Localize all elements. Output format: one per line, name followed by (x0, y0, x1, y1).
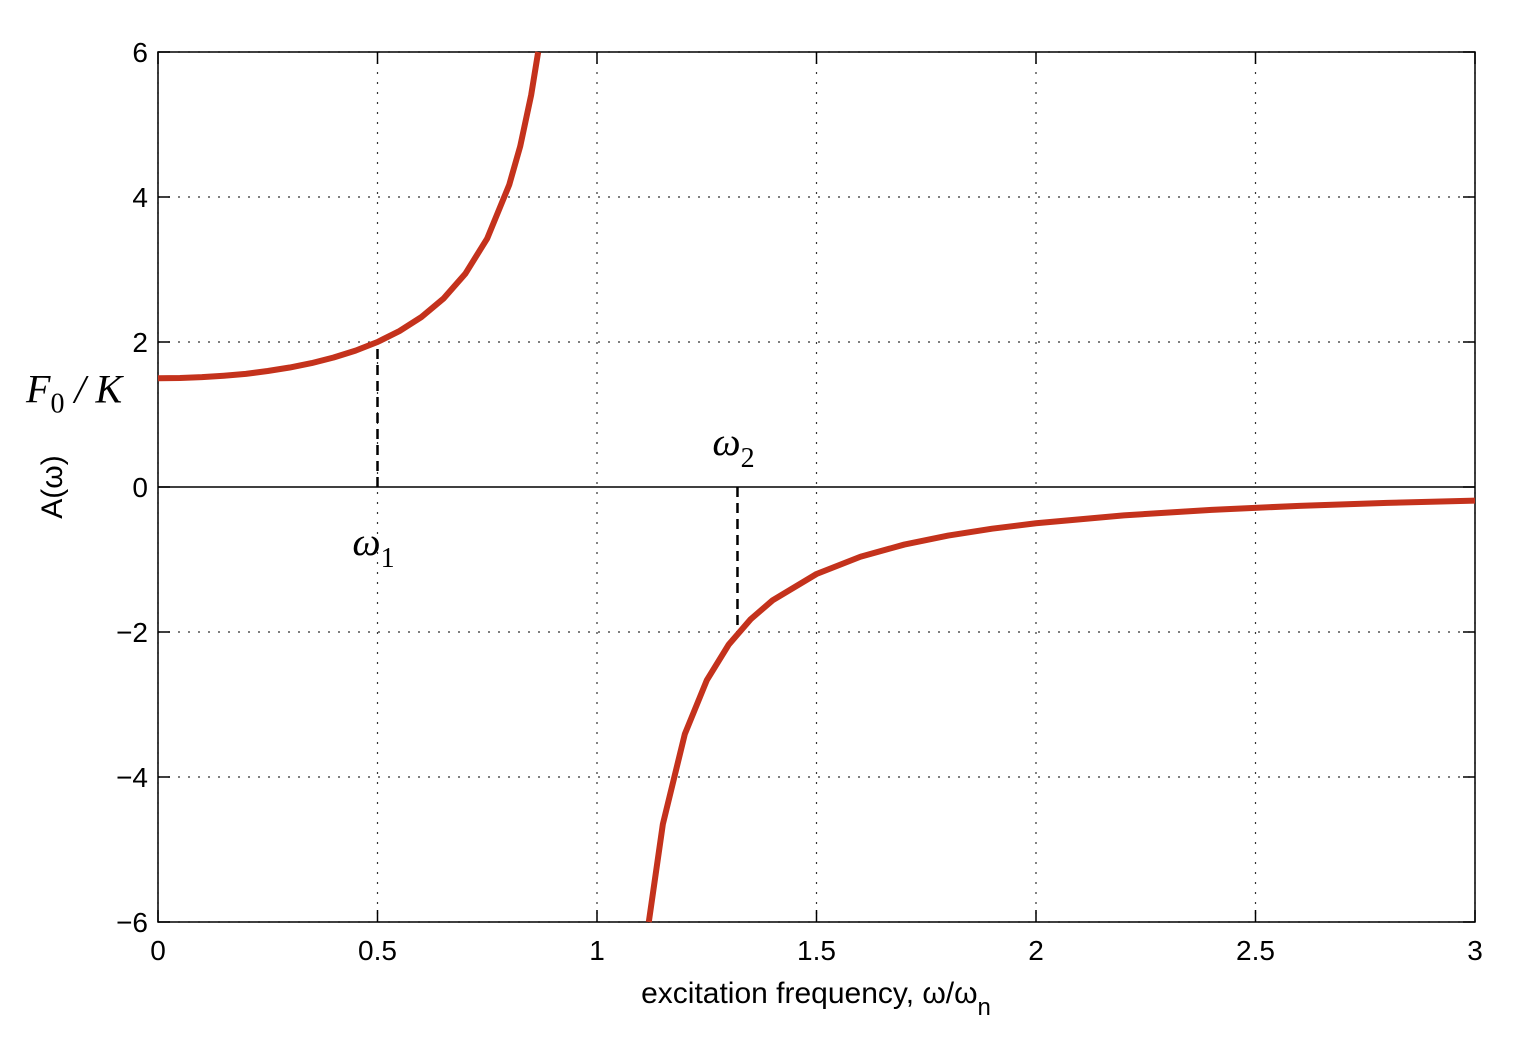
x-tick-label: 1.5 (797, 935, 836, 966)
y-axis-label: A(ω) (36, 455, 69, 518)
x-tick-label: 2.5 (1236, 935, 1275, 966)
x-tick-label: 0 (150, 935, 166, 966)
y-tick-label: 0 (132, 472, 148, 503)
data-line (157, 51, 1476, 923)
plot-frame (157, 51, 1476, 923)
annotation-rest: / K (64, 366, 124, 411)
x-axis-label-text: excitation frequency, ω/ω (641, 977, 977, 1010)
x-tick-label: 0.5 (358, 935, 397, 966)
y-tick-label: 4 (132, 182, 148, 213)
y-tick-label: −4 (116, 762, 148, 793)
y-tick-label: 2 (132, 327, 148, 358)
x-axis-label-sub: n (978, 994, 991, 1021)
x-axis-label: excitation frequency, ω/ωn (641, 977, 991, 1021)
y-tick-label: −6 (116, 907, 148, 938)
marker-label-text: ω (712, 419, 740, 464)
marker-label-text: ω (352, 519, 380, 564)
x-tick-label: 1 (589, 935, 605, 966)
marker-label: ω2 (712, 419, 754, 474)
annotation: F0 / K (25, 366, 125, 419)
y-tick-label: 6 (132, 37, 148, 68)
x-tick-label: 3 (1467, 935, 1483, 966)
marker-label-sub: 2 (741, 443, 755, 474)
annotation-sub: 0 (50, 388, 64, 419)
marker-label-sub: 1 (381, 543, 395, 574)
annotation-text: F (25, 366, 51, 411)
marker-label: ω1 (352, 519, 394, 574)
x-tick-label: 2 (1028, 935, 1044, 966)
y-tick-label: −2 (116, 617, 148, 648)
